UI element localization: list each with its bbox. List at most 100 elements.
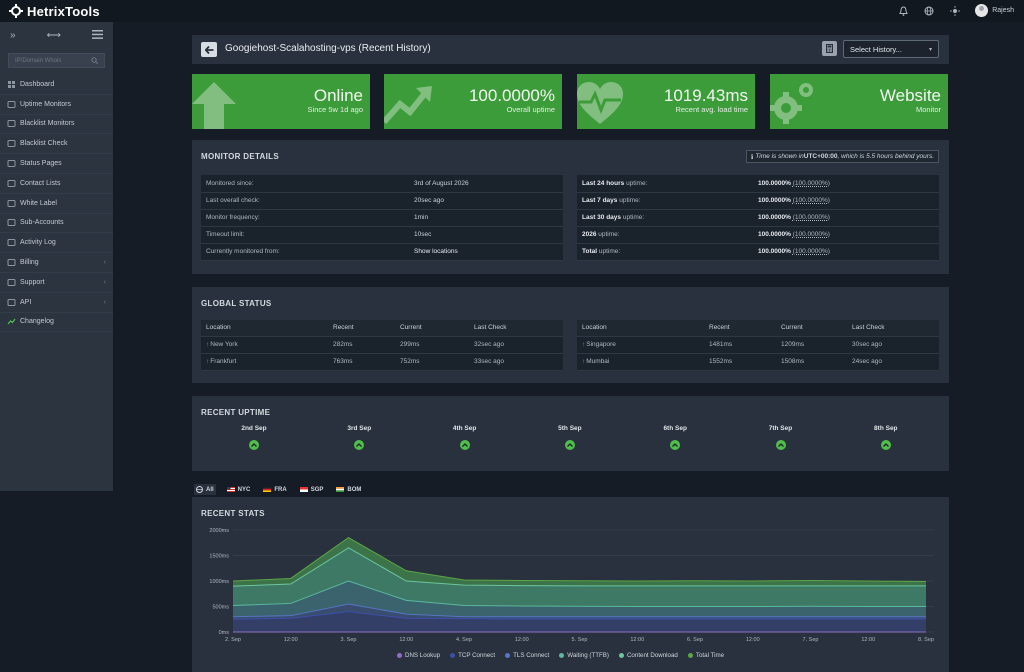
legend-swatch — [505, 653, 511, 658]
detail-value: 3rd of August 2026 — [409, 175, 563, 193]
select-history-dropdown[interactable]: Select History... ▾ — [843, 40, 939, 58]
tab-all[interactable]: All — [194, 484, 216, 495]
legend-item[interactable]: Content Download — [618, 652, 678, 659]
globe-icon[interactable] — [923, 5, 935, 17]
sidebar-search-input[interactable]: IP/Domain Whois — [8, 53, 105, 68]
legend-label: TCP Connect — [458, 652, 496, 659]
sidebar-item-white-label[interactable]: White Label — [0, 194, 113, 214]
load-time-value: 1019.43ms — [663, 86, 748, 105]
flag-us-icon — [226, 487, 235, 492]
legend-item[interactable]: DNS Lookup — [397, 652, 440, 659]
arrow-up-icon: ↑ — [582, 358, 586, 365]
bell-icon[interactable] — [897, 5, 909, 17]
uptime-ok-icon[interactable] — [354, 440, 365, 450]
uptime-percent-sub: (100.0000%) — [792, 197, 830, 204]
show-locations-link[interactable]: Show locations — [409, 243, 563, 261]
sidebar-item-contact-lists[interactable]: Contact Lists — [0, 174, 113, 194]
uptime-period: Last 30 days — [582, 214, 622, 221]
tab-nyc[interactable]: NYC — [225, 484, 253, 495]
cell-value: Singapore — [586, 341, 616, 348]
hamburger-icon[interactable] — [92, 29, 103, 41]
monitor-details-title: MONITOR DETAILS — [201, 152, 279, 161]
sidebar-item-label: Sub-Accounts — [20, 219, 64, 227]
cell-value: 282ms — [333, 341, 353, 348]
legend-item[interactable]: Total Time — [687, 652, 724, 659]
legend-swatch — [559, 653, 565, 658]
legend-swatch — [618, 653, 624, 658]
sidebar-item-status-pages[interactable]: Status Pages — [0, 154, 113, 174]
table-row: Monitor frequency: 1min — [201, 209, 563, 227]
support-icon — [7, 278, 16, 287]
logo[interactable]: HetrixTools — [9, 3, 100, 19]
sidebar-menu: Dashboard Uptime Monitors Blacklist Monito… — [0, 75, 113, 333]
detail-value: 1min — [409, 209, 563, 227]
uptime-ok-icon[interactable] — [880, 440, 891, 450]
sidebar-item-uptime-monitors[interactable]: Uptime Monitors — [0, 95, 113, 115]
x-tick-label: 12:00 — [515, 637, 529, 643]
resize-icon[interactable]: ⟷ — [46, 29, 61, 41]
column-header: Location — [577, 320, 704, 337]
sidebar-item-dashboard[interactable]: Dashboard — [0, 75, 113, 95]
sidebar-item-support[interactable]: Support ‹ — [0, 273, 113, 293]
tab-fra[interactable]: FRA — [261, 484, 288, 495]
x-tick-label: 12:00 — [746, 637, 760, 643]
code-icon — [7, 298, 16, 307]
user-name: Rajesh — [992, 7, 1014, 14]
table-row: Last 30 days uptime: 100.0000% (100.0000%… — [577, 209, 939, 227]
legend-item[interactable]: TCP Connect — [450, 652, 495, 659]
monitor-details-right-table: Last 24 hours uptime: 100.0000% (100.0000… — [577, 175, 939, 261]
expand-icon[interactable]: » — [10, 29, 16, 41]
column-header: Last Check — [469, 320, 563, 337]
uptime-ok-icon[interactable] — [775, 440, 786, 450]
calculator-button[interactable] — [822, 41, 837, 56]
uptime-period-value: 100.0000% (100.0000%) — [753, 243, 939, 261]
status-cell: 1552ms — [704, 353, 776, 371]
sidebar-item-changelog[interactable]: Changelog — [0, 313, 113, 333]
sidebar-item-activity-log[interactable]: Activity Log — [0, 233, 113, 254]
column-header: Recent — [704, 320, 776, 337]
tab-sgp[interactable]: SGP — [298, 484, 326, 495]
back-button[interactable] — [201, 42, 217, 57]
sidebar-item-label: API — [20, 298, 32, 306]
x-tick-label: 8. Sep — [918, 637, 934, 643]
legend-label: Content Download — [626, 652, 678, 659]
signal-icon — [7, 159, 16, 168]
table-row: Total uptime: 100.0000% (100.0000%) — [577, 243, 939, 261]
sidebar-item-label: Billing — [20, 259, 39, 267]
sidebar-item-sub-accounts[interactable]: Sub-Accounts — [0, 214, 113, 234]
sidebar-item-label: Status Pages — [20, 160, 62, 168]
sidebar-item-billing[interactable]: Billing ‹ — [0, 253, 113, 273]
top-bar: HetrixTools Rajesh — [0, 0, 1024, 22]
search-list-icon — [7, 139, 16, 148]
uptime-ok-icon[interactable] — [564, 440, 575, 450]
x-tick-label: 12:00 — [861, 637, 875, 643]
sidebar-item-api[interactable]: API ‹ — [0, 293, 113, 313]
sidebar-item-blacklist-check[interactable]: Blacklist Check — [0, 134, 113, 155]
legend-item[interactable]: Waiting (TTFB) — [559, 652, 609, 659]
uptime-ok-icon[interactable] — [459, 440, 470, 450]
uptime-ok-icon[interactable] — [249, 440, 259, 450]
sun-icon[interactable] — [949, 5, 961, 17]
detail-value: 10sec — [409, 226, 563, 244]
detail-label: Timeout limit: — [201, 226, 409, 244]
uptime-percent: 100.0000% — [758, 179, 791, 187]
tab-bom[interactable]: BOM — [334, 484, 363, 495]
uptime-period-label: Last 30 days uptime: — [577, 209, 753, 227]
brand-name: HetrixTools — [27, 3, 100, 19]
monitor-type-caption: Monitor — [915, 105, 941, 114]
avatar — [975, 4, 989, 17]
user-menu[interactable]: Rajesh — [975, 4, 1014, 17]
uptime-ok-icon[interactable] — [670, 440, 681, 450]
legend-item[interactable]: TLS Connect — [505, 652, 549, 659]
info-icon: ℹ — [750, 153, 754, 161]
chevron-left-icon: ‹ — [103, 278, 106, 286]
monitor-details-left-table: Monitored since: 3rd of August 2026 Last o… — [201, 175, 563, 261]
uptime-percent: 100.0000% — [758, 231, 791, 238]
uptime-day-label: 8th Sep — [874, 425, 898, 432]
sidebar-item-blacklist-monitors[interactable]: Blacklist Monitors — [0, 115, 113, 135]
location-tabs: All NYC FRA SGP BOM — [194, 484, 363, 496]
column-header: Recent — [328, 320, 395, 337]
uptime-period: Last 7 days — [582, 197, 618, 204]
sidebar-item-label: Activity Log — [20, 239, 56, 247]
recent-stats-title: RECENT STATS — [201, 509, 265, 518]
